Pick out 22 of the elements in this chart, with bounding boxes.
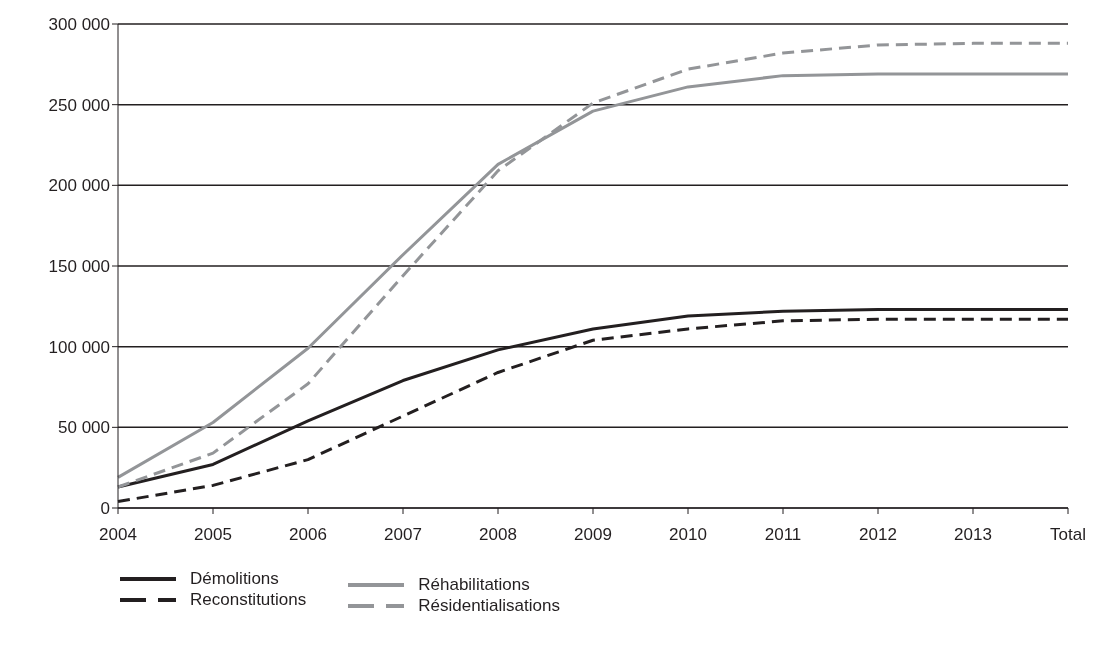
legend-label: Démolitions (190, 568, 279, 589)
x-tick-label: 2007 (384, 525, 422, 545)
x-tick-label: 2011 (764, 525, 802, 545)
x-tick-label: 2004 (99, 525, 137, 545)
x-tick-label: 2008 (479, 525, 517, 545)
y-tick-label: 0 (100, 499, 110, 519)
legend-label: Réhabilitations (418, 574, 530, 595)
y-tick-label: 250 000 (48, 95, 110, 115)
y-tick-label: 300 000 (48, 15, 110, 35)
legend-label: Résidentialisations (418, 595, 560, 616)
x-tick-label: 2010 (669, 525, 707, 545)
y-tick-label: 200 000 (48, 176, 110, 196)
y-tick-label: 50 000 (58, 418, 110, 438)
x-tick-label: 2009 (574, 525, 612, 545)
x-tick-label: 2013 (954, 525, 992, 545)
legend-label: Reconstitutions (190, 589, 307, 610)
y-tick-label: 150 000 (48, 257, 110, 277)
y-tick-label: 100 000 (48, 337, 110, 357)
x-tick-label: 2012 (859, 525, 897, 545)
x-tick-label: 2006 (289, 525, 327, 545)
x-tick-label: 2005 (194, 525, 232, 545)
x-tick-label: Total (1050, 525, 1086, 545)
